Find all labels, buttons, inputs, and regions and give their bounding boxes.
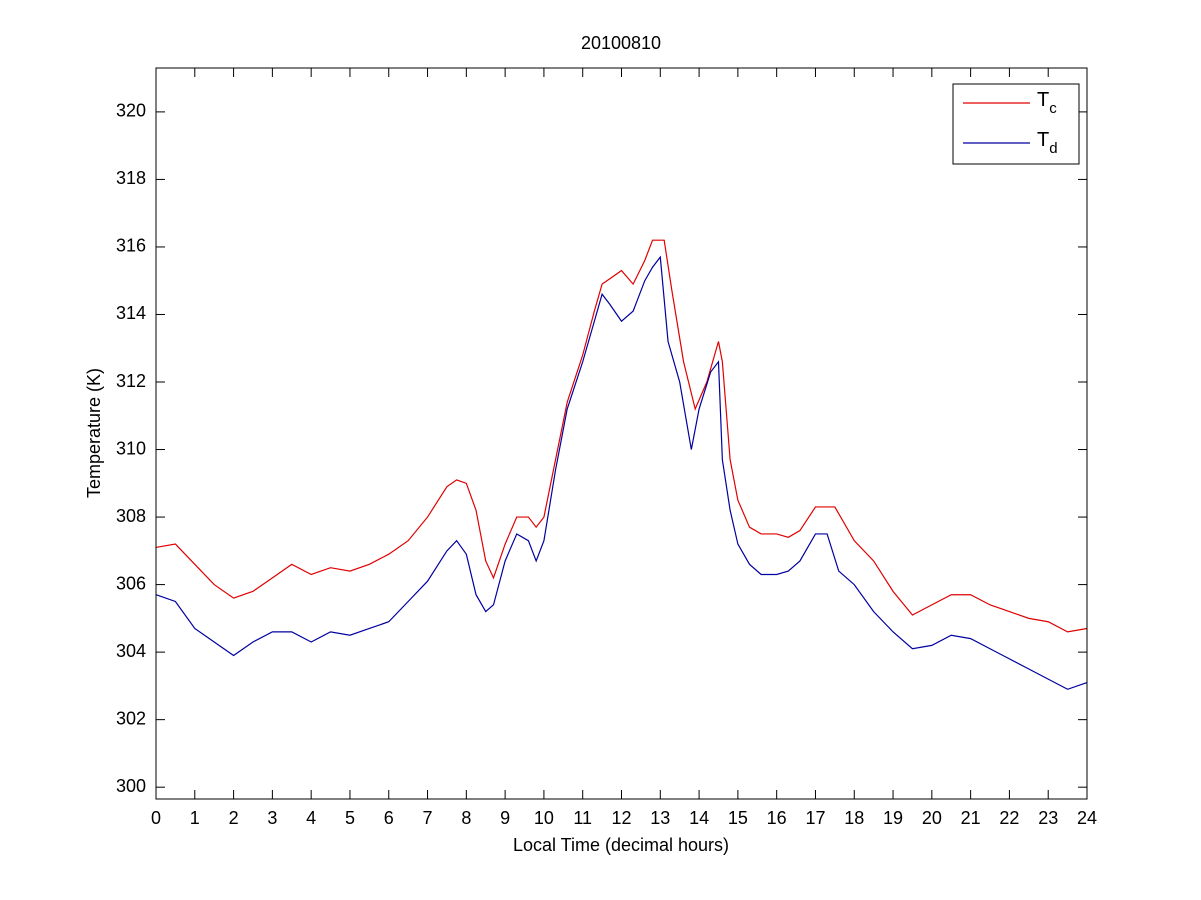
plot-frame (155, 67, 1088, 800)
y-tick-label: 308 (116, 506, 146, 526)
x-tick-label: 13 (650, 808, 670, 828)
y-tick-label: 318 (116, 168, 146, 188)
y-axis-label: Temperature (K) (84, 368, 104, 498)
chart-title: 20100810 (581, 33, 661, 53)
x-tick-label: 9 (500, 808, 510, 828)
x-tick-label: 11 (573, 808, 592, 828)
y-tick-label: 316 (116, 236, 146, 256)
y-tick-label: 300 (116, 776, 146, 796)
y-tick-label: 310 (116, 438, 146, 458)
x-tick-label: 12 (611, 808, 631, 828)
x-tick-label: 19 (883, 808, 903, 828)
series-line (155, 255, 1088, 690)
x-tick-label: 6 (384, 808, 394, 828)
x-tick-label: 24 (1077, 808, 1097, 828)
series-line (155, 239, 1088, 633)
x-tick-label: 5 (345, 808, 355, 828)
x-tick-label: 2 (229, 808, 239, 828)
x-tick-label: 17 (805, 808, 825, 828)
x-tick-label: 20 (922, 808, 942, 828)
x-tick-label: 1 (190, 808, 200, 828)
legend-label: Tc (1037, 89, 1057, 117)
x-tick-label: 22 (999, 808, 1019, 828)
x-tick-label: 14 (689, 808, 709, 828)
y-tick-label: 304 (116, 641, 146, 661)
y-tick-label: 314 (116, 303, 146, 323)
y-tick-label: 320 (116, 101, 146, 121)
x-tick-label: 3 (267, 808, 277, 828)
x-tick-label: 18 (844, 808, 864, 828)
x-tick-label: 15 (728, 808, 748, 828)
y-tick-label: 312 (116, 371, 146, 391)
y-tick-label: 302 (116, 708, 146, 728)
x-axis-label: Local Time (decimal hours) (513, 835, 729, 855)
x-tick-label: 7 (423, 808, 433, 828)
x-tick-label: 0 (151, 808, 161, 828)
legend-label: Td (1037, 129, 1058, 157)
x-tick-label: 16 (767, 808, 787, 828)
legend-box (952, 83, 1080, 165)
x-tick-label: 4 (306, 808, 316, 828)
x-tick-label: 21 (961, 808, 981, 828)
y-tick-label: 306 (116, 573, 146, 593)
x-tick-label: 10 (534, 808, 554, 828)
x-tick-label: 23 (1038, 808, 1058, 828)
x-tick-label: 8 (461, 808, 471, 828)
